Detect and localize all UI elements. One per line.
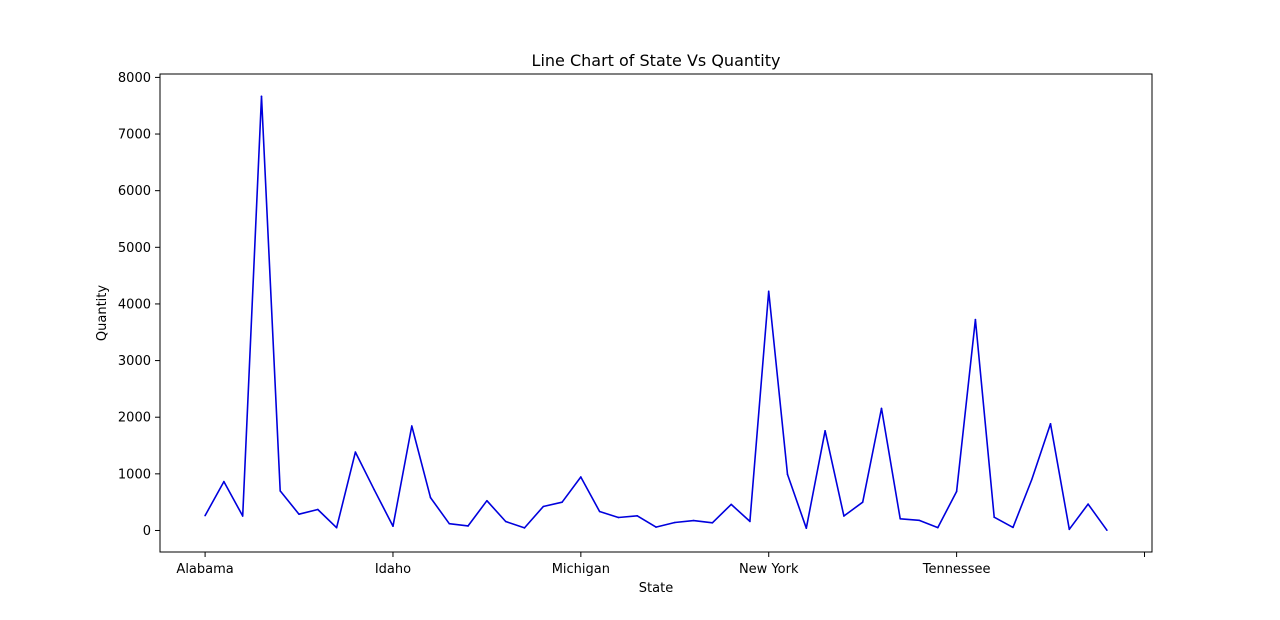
- data-point: [918, 519, 920, 522]
- chart-title: Line Chart of State Vs Quantity: [532, 51, 781, 70]
- data-point: [805, 527, 808, 530]
- data-point: [692, 519, 695, 522]
- data-point: [655, 526, 657, 528]
- data-point: [373, 488, 375, 491]
- data-point: [223, 480, 225, 483]
- y-tick-label: 6000: [118, 184, 151, 199]
- data-point: [204, 514, 206, 517]
- data-point: [279, 490, 282, 492]
- y-tick-label: 4000: [118, 297, 151, 312]
- data-point: [711, 522, 714, 524]
- data-point: [354, 451, 357, 453]
- data-point: [486, 499, 488, 502]
- data-point: [410, 425, 413, 427]
- data-point: [673, 521, 676, 524]
- data-point: [861, 501, 864, 503]
- plot-frame: [159, 73, 1153, 553]
- data-point: [937, 526, 939, 529]
- data-point: [298, 513, 300, 516]
- data-point: [1049, 423, 1052, 425]
- x-tick-label: Michigan: [552, 562, 610, 577]
- data-point: [317, 508, 319, 511]
- data-point: [993, 516, 995, 519]
- y-tick-label: 0: [143, 524, 151, 539]
- y-tick-label: 7000: [118, 128, 151, 143]
- data-point: [504, 520, 507, 523]
- data-point: [260, 95, 263, 98]
- data-point: [523, 527, 526, 529]
- y-axis-label: Quantity: [95, 285, 110, 341]
- series-line: [204, 95, 1108, 531]
- data-point: [598, 510, 601, 513]
- data-point: [730, 503, 732, 506]
- data-point: [974, 318, 977, 321]
- data-point: [542, 505, 545, 508]
- data-point: [580, 476, 582, 478]
- data-point: [767, 290, 770, 293]
- data-point: [899, 518, 902, 520]
- data-point: [1012, 526, 1014, 529]
- data-point: [448, 522, 451, 525]
- data-point: [467, 525, 469, 527]
- data-point: [880, 407, 883, 410]
- data-point: [241, 515, 244, 517]
- y-tick-label: 5000: [118, 241, 151, 256]
- data-point: [617, 516, 620, 519]
- data-point: [786, 473, 789, 476]
- data-point: [749, 520, 751, 523]
- series-layer: [204, 95, 1108, 531]
- x-axis: Alabama Idaho Michigan New York Tennessee: [176, 552, 1145, 577]
- x-tick-label: Alabama: [176, 562, 233, 577]
- data-point: [955, 490, 958, 493]
- data-point: [392, 525, 394, 527]
- x-axis-label: State: [639, 581, 673, 596]
- x-tick-label: New York: [739, 562, 799, 577]
- data-point: [561, 501, 563, 503]
- y-tick-label: 3000: [118, 354, 151, 369]
- data-point: [429, 496, 432, 499]
- data-point: [1106, 529, 1108, 531]
- y-tick-label: 8000: [118, 71, 151, 86]
- x-tick-label: Tennessee: [922, 562, 991, 577]
- x-tick-label: Idaho: [375, 562, 411, 577]
- data-point: [335, 526, 338, 529]
- data-point: [1087, 503, 1089, 505]
- data-point: [1068, 528, 1071, 531]
- y-tick-label: 2000: [118, 411, 151, 426]
- data-point: [1030, 478, 1033, 481]
- data-point: [636, 514, 639, 517]
- data-point: [843, 515, 845, 517]
- y-tick-label: 1000: [118, 467, 151, 482]
- y-axis: 0 1000 2000 3000 4000 5000 6000 7000 8000: [118, 71, 160, 539]
- data-point: [824, 430, 826, 432]
